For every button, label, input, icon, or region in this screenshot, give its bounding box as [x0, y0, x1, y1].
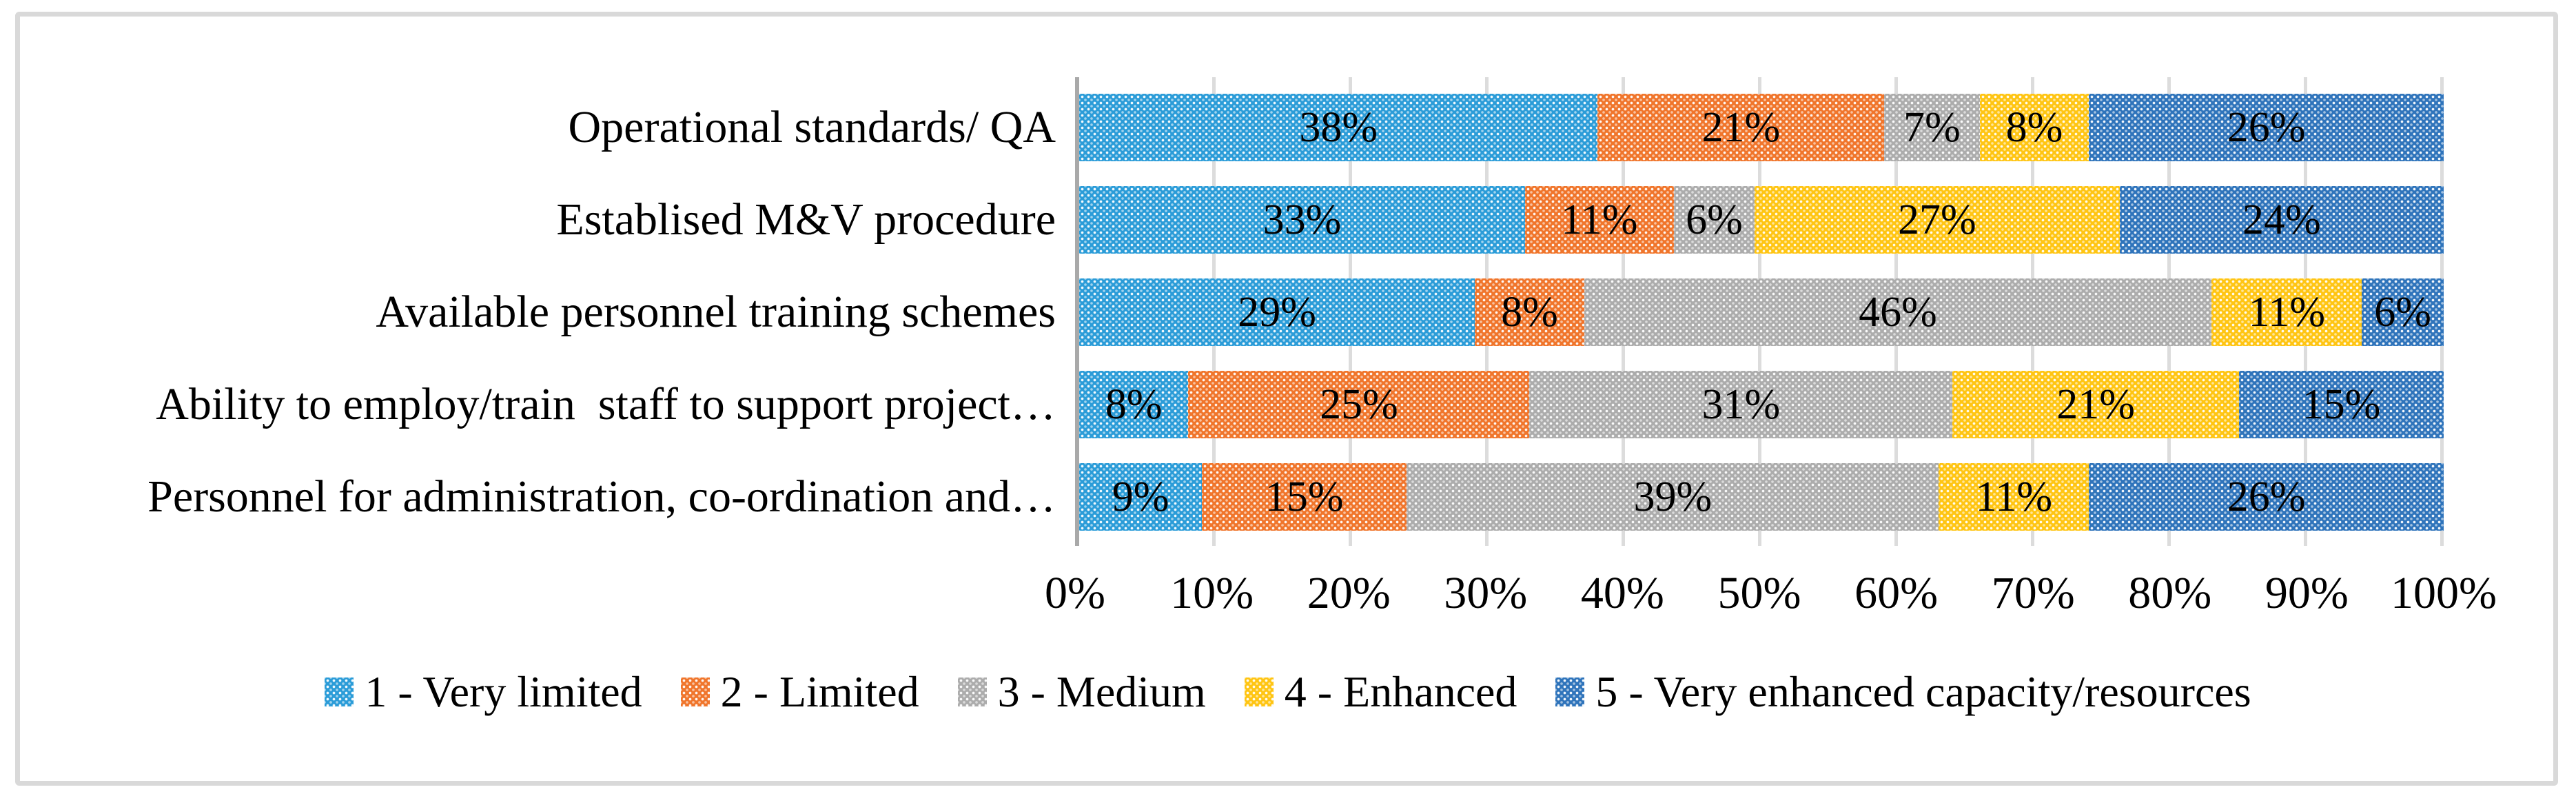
segment-label: 6%: [2374, 289, 2431, 336]
bar-segment-medium: 46%: [1584, 278, 2212, 346]
category-label: Establised M&V procedure: [556, 194, 1056, 245]
bar-row: 33% 11% 6% 27% 24%: [1079, 186, 2444, 254]
bar-row: 8% 25% 31% 21% 15%: [1079, 371, 2444, 438]
segment-label: 25%: [1320, 381, 1398, 428]
bar-segment-very-limited: 8%: [1079, 371, 1189, 438]
bar-segment-limited: 15%: [1202, 463, 1407, 531]
segment-label: 8%: [1105, 381, 1163, 428]
segment-label: 11%: [2248, 289, 2325, 336]
x-axis: 0% 10% 20% 30% 40% 50% 60% 70% 80% 90% 1…: [1045, 568, 2497, 626]
x-tick-label: 60%: [1854, 568, 1939, 618]
legend-label: 3 - Medium: [997, 666, 1206, 716]
legend-label: 1 - Very limited: [365, 666, 642, 716]
legend-label: 4 - Enhanced: [1284, 666, 1517, 716]
bar-segment-limited: 11%: [1524, 186, 1674, 254]
segment-label: 15%: [2302, 381, 2381, 428]
segment-label: 29%: [1238, 289, 1316, 336]
legend-item-medium: 3 - Medium: [957, 666, 1206, 716]
x-tick-label: 90%: [2265, 568, 2349, 618]
legend-label: 5 - Very enhanced capacity/resources: [1595, 666, 2251, 716]
bar-segment-enhanced: 11%: [2211, 278, 2362, 346]
segment-label: 38%: [1299, 104, 1378, 151]
legend-item-very-enhanced: 5 - Very enhanced capacity/resources: [1555, 666, 2251, 716]
legend-item-enhanced: 4 - Enhanced: [1244, 666, 1517, 716]
bar-segment-very-limited: 9%: [1079, 463, 1203, 531]
category-label: Available personnel training schemes: [376, 287, 1056, 337]
bar-segment-enhanced: 11%: [1939, 463, 2089, 531]
segment-label: 7%: [1903, 104, 1961, 151]
bar-segment-medium: 7%: [1884, 94, 1980, 161]
bar-segment-medium: 6%: [1673, 186, 1755, 254]
x-tick-label: 80%: [2128, 568, 2212, 618]
bar-segment-very-limited: 38%: [1079, 94, 1598, 161]
bar-row: 9% 15% 39% 11% 26%: [1079, 463, 2444, 531]
x-tick-label: 30%: [1444, 568, 1528, 618]
bar-segment-medium: 39%: [1407, 463, 1939, 531]
bar-segment-enhanced: 27%: [1755, 186, 2120, 254]
bar-segment-limited: 8%: [1475, 278, 1584, 346]
bar-segment-limited: 25%: [1188, 371, 1530, 438]
segment-label: 8%: [1501, 289, 1558, 336]
legend-item-limited: 2 - Limited: [680, 666, 919, 716]
category-label: Operational standards/ QA: [568, 102, 1056, 152]
bar-segment-medium: 31%: [1529, 371, 1953, 438]
bar-segment-enhanced: 21%: [1952, 371, 2239, 438]
legend-label: 2 - Limited: [720, 666, 919, 716]
segment-label: 31%: [1701, 381, 1781, 428]
x-tick-label: 40%: [1580, 568, 1664, 618]
bar-segment-very-limited: 29%: [1079, 278, 1475, 346]
segment-label: 21%: [2056, 381, 2135, 428]
category-label: Ability to employ/train staff to support…: [156, 379, 1056, 429]
segment-label: 6%: [1686, 196, 1743, 243]
x-tick-label: 0%: [1045, 568, 1105, 618]
bar-segment-very-enhanced: 6%: [2362, 278, 2444, 346]
legend: 1 - Very limited 2 - Limited 3 - Medium …: [0, 651, 2576, 733]
segment-label: 8%: [2005, 104, 2063, 151]
legend-swatch-icon: [325, 677, 354, 706]
bar-segment-very-enhanced: 26%: [2089, 94, 2444, 161]
segment-label: 27%: [1898, 196, 1976, 243]
x-tick-label: 20%: [1307, 568, 1391, 618]
legend-swatch-icon: [1555, 677, 1585, 706]
x-tick-label: 70%: [1991, 568, 2075, 618]
segment-label: 15%: [1265, 473, 1344, 520]
segment-label: 11%: [1561, 196, 1638, 243]
segment-label: 39%: [1633, 473, 1713, 520]
segment-label: 24%: [2242, 196, 2321, 243]
bar-segment-enhanced: 8%: [1979, 94, 2089, 161]
bar-segment-very-enhanced: 26%: [2089, 463, 2444, 531]
segment-label: 46%: [1859, 289, 1937, 336]
legend-item-very-limited: 1 - Very limited: [325, 666, 642, 716]
segment-label: 26%: [2227, 473, 2306, 520]
segment-label: 9%: [1112, 473, 1169, 520]
legend-swatch-icon: [957, 677, 987, 706]
bar-segment-very-limited: 33%: [1079, 186, 1525, 254]
segment-label: 21%: [1701, 104, 1781, 151]
bar-row: 29% 8% 46% 11% 6%: [1079, 278, 2444, 346]
plot-area: 38% 21% 7% 8% 26% 33% 11% 6% 27% 24% 29%…: [1075, 77, 2444, 546]
segment-label: 33%: [1263, 196, 1342, 243]
segment-label: 11%: [1975, 473, 2052, 520]
x-tick-label: 100%: [2391, 568, 2497, 618]
x-tick-label: 50%: [1717, 568, 1801, 618]
bar-segment-very-enhanced: 15%: [2239, 371, 2444, 438]
category-label: Personnel for administration, co-ordinat…: [147, 471, 1056, 522]
bar-segment-limited: 21%: [1597, 94, 1885, 161]
bar-row: 38% 21% 7% 8% 26%: [1079, 94, 2444, 161]
legend-swatch-icon: [1244, 677, 1274, 706]
x-tick-label: 10%: [1170, 568, 1254, 618]
segment-label: 26%: [2227, 104, 2306, 151]
legend-swatch-icon: [680, 677, 710, 706]
bar-segment-very-enhanced: 24%: [2119, 186, 2444, 254]
